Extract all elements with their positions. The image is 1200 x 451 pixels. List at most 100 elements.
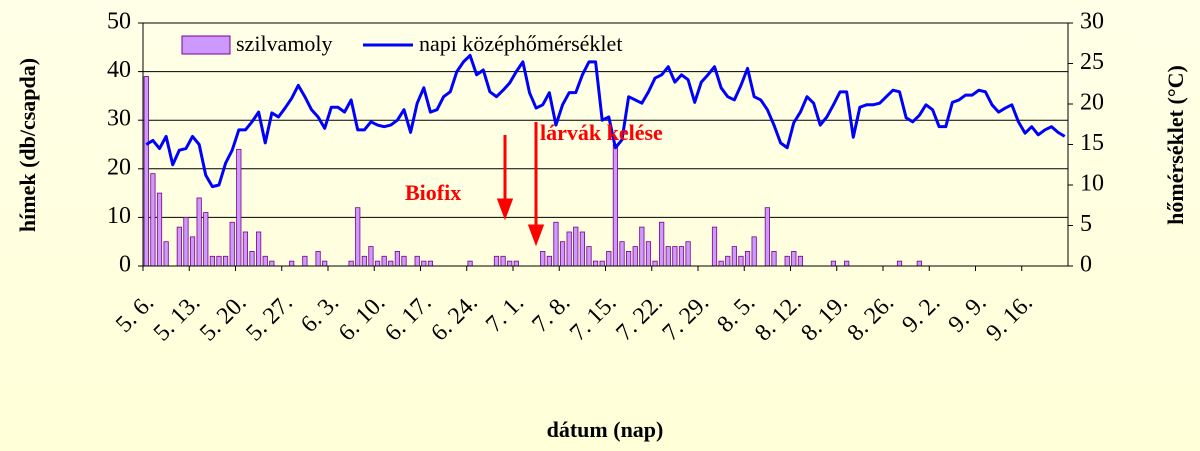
bar: [493, 255, 500, 267]
bar: [143, 76, 149, 267]
y-tick-label: 10: [107, 203, 131, 229]
bar: [916, 260, 922, 267]
bar: [467, 260, 473, 267]
bar: [156, 192, 163, 267]
bar: [844, 260, 850, 267]
bar: [639, 226, 645, 267]
bar: [540, 251, 546, 267]
bar: [209, 255, 215, 267]
bar: [507, 260, 513, 267]
bar: [672, 246, 678, 267]
bar: [731, 246, 737, 267]
x-tick-label: 8. 26.: [843, 290, 900, 347]
bar: [348, 260, 354, 267]
annotation: lárvák kelése: [540, 120, 663, 145]
bar: [830, 260, 837, 267]
x-tick-label: 8. 12.: [750, 290, 807, 347]
bar: [388, 260, 394, 267]
y2-axis-label: hőmérséklet (°C): [1163, 65, 1188, 225]
bar: [896, 260, 903, 267]
bar: [196, 197, 202, 267]
bar: [401, 255, 407, 267]
x-tick-label: 8. 19.: [796, 290, 853, 347]
bar: [784, 255, 790, 267]
y-axis-label: hímek (db/csapda): [15, 58, 40, 232]
x-tick-label: 7. 15.: [565, 290, 622, 347]
bar: [744, 251, 751, 267]
bar: [685, 241, 691, 267]
arrowhead: [527, 224, 545, 247]
bar: [579, 231, 585, 267]
bar: [203, 212, 209, 267]
bar: [645, 241, 652, 267]
legend-swatch: [181, 35, 231, 55]
marks: [143, 53, 1066, 267]
y-tick-label: 40: [107, 57, 131, 83]
y2-tick-label: 0: [1080, 252, 1092, 278]
x-tick-label: 9. 2.: [897, 290, 945, 338]
x-tick-label: 5. 13.: [149, 290, 206, 347]
bar: [626, 251, 632, 267]
bar: [427, 260, 434, 267]
legend-label: szilvamoly: [236, 31, 333, 56]
y2-tick-label: 10: [1080, 171, 1104, 197]
bar: [652, 260, 658, 267]
bar: [242, 231, 249, 267]
bar: [632, 246, 638, 267]
bar: [183, 216, 189, 267]
bar: [315, 251, 321, 267]
arrowhead: [496, 198, 514, 221]
bar: [269, 260, 275, 267]
bar: [553, 221, 559, 267]
bar: [566, 231, 572, 267]
y-tick-label: 30: [107, 106, 131, 132]
bar: [262, 255, 268, 267]
bar: [573, 226, 579, 267]
bar: [513, 260, 519, 267]
bar: [592, 260, 599, 267]
bar: [612, 144, 619, 267]
x-tick-label: 7. 22.: [611, 290, 668, 347]
bar: [222, 255, 229, 267]
bar: [421, 260, 427, 267]
bar: [176, 226, 182, 267]
bar: [189, 236, 196, 267]
bar: [249, 251, 255, 267]
bar: [368, 246, 374, 267]
x-tick-label: 6. 24.: [426, 290, 483, 347]
bar: [678, 246, 685, 267]
bar: [659, 221, 665, 267]
bar: [150, 173, 156, 267]
bar: [500, 255, 506, 267]
x-tick-label: 9. 16.: [981, 290, 1038, 347]
y2-tick-label: 15: [1080, 130, 1104, 156]
y-tick-label: 50: [107, 9, 131, 35]
y2-tick-label: 5: [1080, 211, 1092, 237]
line: [145, 53, 1066, 189]
bar: [751, 236, 757, 267]
bar: [586, 246, 592, 267]
y2-tick-label: 25: [1080, 49, 1104, 75]
bar: [414, 255, 420, 267]
bar: [725, 255, 731, 267]
bar: [546, 255, 552, 267]
arrows: [496, 122, 545, 247]
bar: [711, 226, 718, 267]
y2-tick-label: 30: [1080, 9, 1104, 35]
bar: [606, 251, 612, 267]
bar: [764, 207, 770, 267]
x-tick-label: 6. 17.: [380, 290, 437, 347]
bar: [665, 246, 671, 267]
bar: [374, 260, 381, 267]
bar: [302, 255, 308, 267]
bar: [216, 255, 222, 267]
bar: [771, 251, 777, 267]
bar: [163, 241, 169, 267]
x-axis-label: dátum (nap): [547, 417, 664, 442]
x-tick-label: 5. 27.: [241, 290, 298, 347]
annotation: Biofix: [405, 180, 461, 205]
grid: [138, 22, 1073, 271]
bar: [322, 260, 328, 267]
x-tick-label: 6. 10.: [334, 290, 391, 347]
